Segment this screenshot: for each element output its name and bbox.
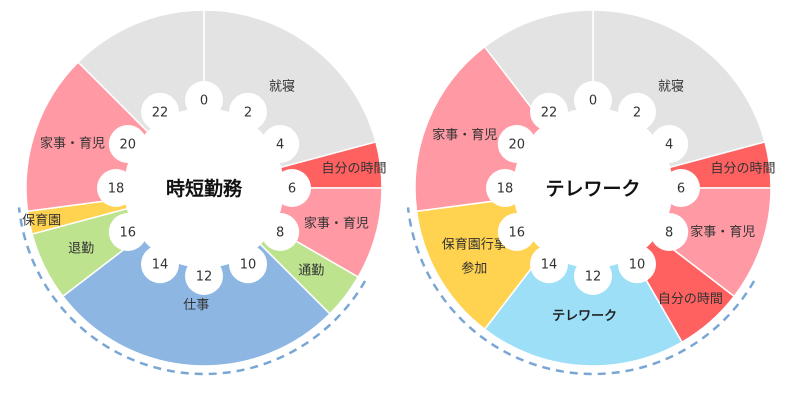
chart-title: 時短勤務	[166, 177, 243, 200]
hour-label: 16	[509, 226, 526, 241]
hour-bubble	[497, 125, 536, 163]
hour-label: 4	[276, 138, 284, 153]
segment-label: 自分の時間	[710, 161, 775, 176]
hour-bubble	[229, 245, 267, 284]
hour-label: 22	[152, 105, 169, 120]
hour-bubble	[618, 92, 656, 131]
hour-bubble	[185, 81, 223, 119]
hour-bubble	[185, 257, 223, 295]
hour-label: 8	[276, 226, 284, 241]
hour-bubble	[574, 81, 612, 119]
hour-bubble	[618, 245, 656, 284]
hour-bubble	[486, 169, 524, 207]
hour-bubble	[229, 92, 267, 131]
hour-label: 14	[541, 258, 558, 273]
clock-center	[97, 81, 311, 295]
hour-label: 20	[120, 138, 137, 153]
chart-title: テレワーク	[545, 178, 640, 200]
hour-label: 18	[108, 182, 125, 197]
clock-center	[486, 81, 700, 295]
segment-label: 家事・育児	[690, 224, 755, 240]
hour-label: 10	[240, 258, 257, 273]
hour-label: 0	[589, 94, 597, 109]
segment-label: 通勤	[298, 263, 324, 278]
hour-bubble	[650, 213, 689, 251]
hour-bubble	[97, 169, 135, 207]
hour-label: 2	[244, 105, 252, 120]
hour-label: 2	[633, 105, 641, 120]
segment-label: 退勤	[68, 242, 94, 257]
work-period-dashed-arc	[406, 207, 756, 376]
hour-bubble	[141, 245, 179, 284]
hour-label: 20	[509, 138, 526, 153]
hour-bubble	[108, 213, 147, 251]
hour-label: 14	[152, 258, 169, 273]
hour-label: 0	[200, 94, 208, 109]
segment-label: 家事・育児	[432, 127, 497, 143]
hour-bubble	[497, 213, 536, 251]
segment-label: 自分の時間	[658, 292, 723, 307]
hour-bubble	[662, 169, 700, 207]
hour-label: 22	[541, 105, 558, 120]
segment-label: 就寝	[269, 78, 295, 94]
hour-markers: 0 2 4 6 8 10 12 14 16 18 20 22	[108, 94, 296, 285]
hour-bubble	[261, 213, 300, 251]
hour-label: 18	[497, 182, 514, 197]
hour-markers: 0 2 4 6 8 10 12 14 16 18 20 22	[497, 94, 685, 285]
segment-label: 家事・育児	[304, 216, 369, 232]
work-period-dashed-arc	[17, 207, 367, 376]
segment-label: 仕事	[183, 298, 209, 313]
hour-bubble	[530, 92, 568, 131]
hour-bubble	[261, 125, 300, 163]
hour-label: 4	[665, 138, 673, 153]
hour-bubble	[574, 257, 612, 295]
hour-label: 12	[196, 270, 213, 285]
segment-label: テレワーク	[552, 309, 617, 324]
segment-label: 保育園行事参加	[442, 237, 507, 277]
segment-label: 自分の時間	[321, 161, 386, 176]
hour-bubble	[650, 125, 689, 163]
clock-face	[124, 108, 284, 268]
clock-face	[513, 108, 673, 268]
hour-label: 6	[677, 182, 685, 197]
hour-label: 16	[120, 226, 137, 241]
hour-bubble	[530, 245, 568, 284]
hour-label: 12	[585, 270, 602, 285]
hour-bubble	[273, 169, 311, 207]
segment-label: 家事・育児	[40, 135, 105, 151]
segment-label: 就寝	[658, 78, 684, 94]
hour-label: 6	[288, 182, 296, 197]
hour-bubble	[108, 125, 147, 163]
hour-label: 8	[665, 226, 673, 241]
hour-label: 10	[629, 258, 646, 273]
hour-bubble	[141, 92, 179, 131]
segment-label: 保育園	[22, 212, 61, 228]
